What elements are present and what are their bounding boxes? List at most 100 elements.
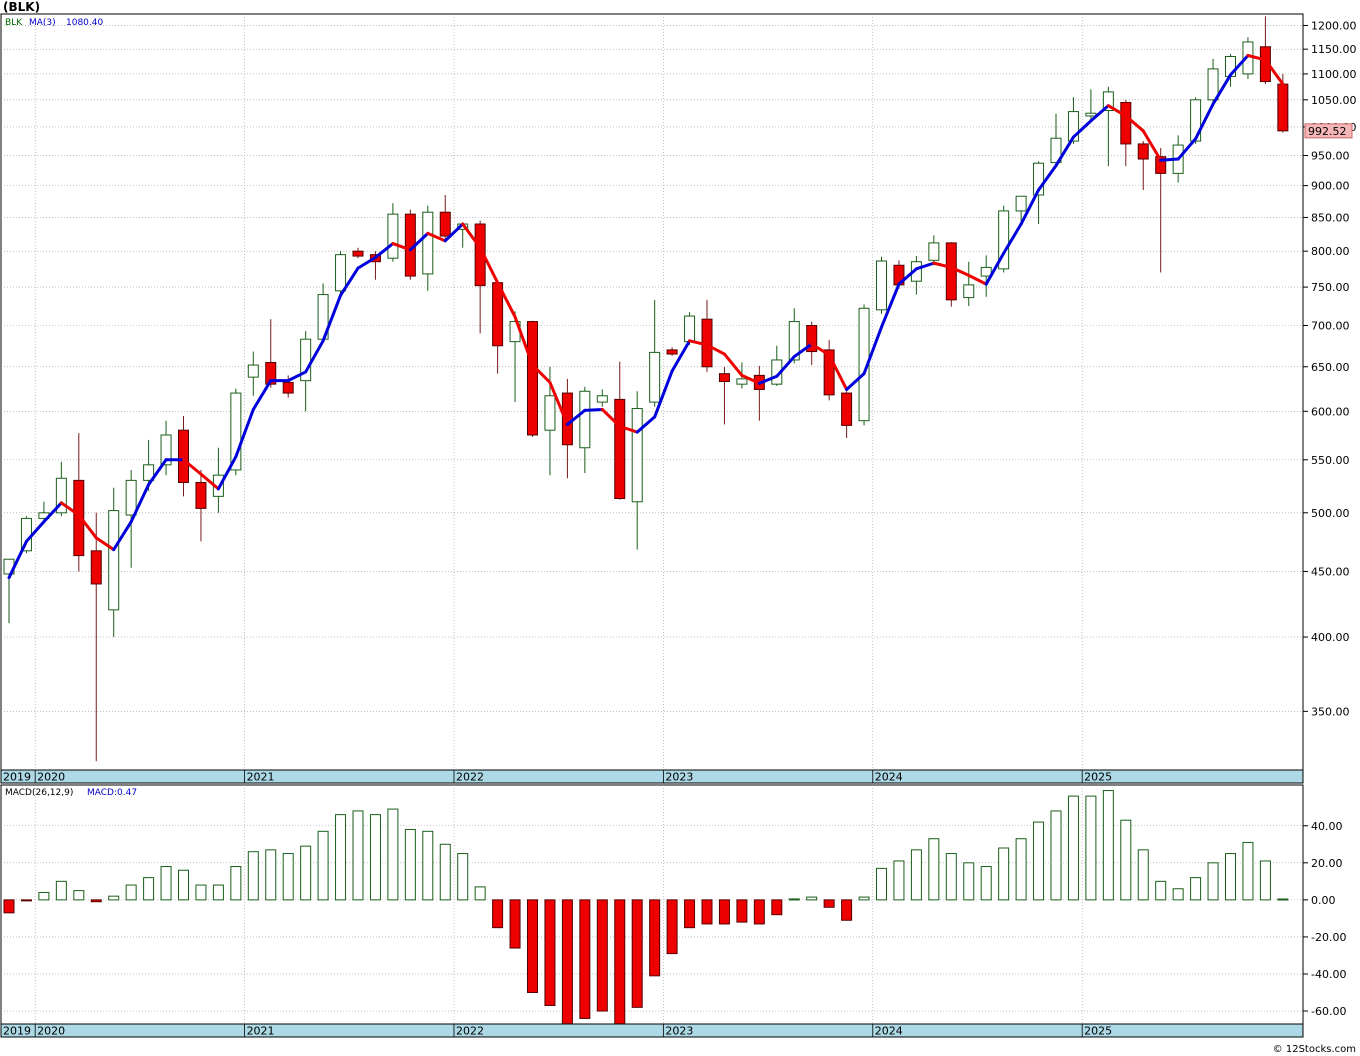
macd-bar-positive <box>422 830 434 901</box>
candle-down <box>282 381 294 394</box>
ma3-segment <box>583 407 604 412</box>
ma3-segment <box>42 501 63 524</box>
ma3-segment <box>705 343 726 356</box>
ma3-segment <box>216 455 238 491</box>
ma3-segment <box>1194 102 1215 141</box>
ma3-segment <box>321 293 343 343</box>
candle-up <box>1015 195 1027 212</box>
price-tick-label: 550.00 <box>1311 454 1350 467</box>
price-tick-label: 400.00 <box>1311 631 1350 644</box>
macd-bar-positive <box>1015 838 1027 901</box>
macd-bar-positive <box>1242 841 1254 901</box>
macd-bar-positive <box>893 860 905 901</box>
ma3-segment <box>199 472 220 491</box>
ma3-segment <box>775 355 796 378</box>
price-tick-label: 1200.00 <box>1311 19 1357 32</box>
macd-tick-label: -40.00 <box>1311 968 1346 981</box>
macd-bar-positive <box>945 853 957 901</box>
ma3-segment <box>600 407 622 428</box>
candle-up <box>1085 112 1097 117</box>
macd-bar-positive <box>125 884 137 901</box>
candle-down <box>195 481 207 509</box>
credit-text: © 12Stocks.com <box>1272 1044 1356 1055</box>
macd-bar-negative <box>841 899 853 921</box>
macd-bar-negative <box>666 899 678 955</box>
date-axis-label: 2021 <box>247 1025 275 1038</box>
last-price-tag <box>1304 123 1353 139</box>
date-axis-label: 2024 <box>875 771 903 784</box>
candle-down <box>823 349 835 396</box>
macd-bar-positive <box>1155 880 1167 901</box>
ma3-segment <box>443 222 465 243</box>
macd-bar-positive <box>1085 795 1097 901</box>
price-tick-label: 1050.00 <box>1311 94 1357 107</box>
ma3-segment <box>810 342 831 357</box>
macd-bar-negative <box>20 899 32 902</box>
macd-bar-positive <box>963 862 975 901</box>
macd-tick-label: 0.00 <box>1311 894 1336 907</box>
symbol-title: (BLK) <box>3 0 41 14</box>
candle-up <box>300 338 312 382</box>
price-tick-label: 600.00 <box>1311 405 1350 418</box>
date-axis-label: 2023 <box>665 1025 693 1038</box>
macd-bar-negative <box>492 899 504 929</box>
ma3-segment <box>339 266 360 297</box>
macd-bar-positive <box>474 886 486 901</box>
price-tick-label: 850.00 <box>1311 211 1350 224</box>
macd-bar-positive <box>404 828 416 901</box>
candle-down <box>666 349 678 355</box>
last-price-label: 992.52 <box>1308 125 1347 138</box>
macd-bar-positive <box>1033 821 1045 901</box>
candle-up <box>788 321 800 361</box>
ma3-segment <box>1071 119 1093 139</box>
ma3-segment <box>1176 137 1198 161</box>
macd-bar-positive <box>160 866 172 901</box>
candle-down <box>841 392 853 426</box>
date-axis-band <box>0 1023 1304 1038</box>
ma3-segment <box>478 246 500 285</box>
candle-down <box>1277 83 1289 132</box>
ma3-segment <box>147 458 168 487</box>
ma3-segment <box>77 513 98 540</box>
candle-down <box>90 550 102 585</box>
candle-up <box>684 315 696 343</box>
macd-bar-positive <box>387 808 399 901</box>
macd-bar-positive <box>352 810 364 901</box>
macd-bar-positive <box>1172 888 1184 901</box>
candle-down <box>1155 156 1167 174</box>
price-tick-label: 750.00 <box>1311 281 1350 294</box>
macd-bar-negative <box>649 899 661 977</box>
candle-up <box>1050 137 1062 164</box>
macd-bar-negative <box>90 899 102 903</box>
macd-bar-positive <box>195 884 207 901</box>
ma3-segment <box>880 282 901 329</box>
macd-bar-negative <box>544 899 556 1006</box>
ma3-segment <box>932 261 953 269</box>
macd-bar-positive <box>300 845 312 901</box>
candle-up <box>998 210 1010 270</box>
macd-bar-positive <box>1102 790 1114 901</box>
macd-bar-negative <box>736 899 748 923</box>
ma3-segment <box>722 352 744 377</box>
ma3-segment <box>1229 53 1250 77</box>
macd-bar-positive <box>858 896 870 901</box>
macd-bar-negative <box>701 899 713 925</box>
ma3-segment <box>129 483 151 524</box>
macd-bar-negative <box>684 899 696 929</box>
candle-down <box>718 373 730 383</box>
candle-up <box>579 390 591 449</box>
candle-down <box>352 250 364 257</box>
macd-bar-positive <box>1050 810 1062 901</box>
macd-tick-label: -20.00 <box>1311 931 1346 944</box>
macd-bar-negative <box>631 899 643 1008</box>
date-axis-label: 2025 <box>1084 1025 1112 1038</box>
price-tick-label: 800.00 <box>1311 245 1350 258</box>
macd-bar-negative <box>509 899 521 949</box>
date-axis-label: 2023 <box>665 771 693 784</box>
ma3-segment <box>1089 104 1110 123</box>
price-tick-label: 700.00 <box>1311 320 1350 333</box>
candle-down <box>614 398 626 500</box>
candle-up <box>544 395 556 431</box>
candle-down <box>1137 143 1149 160</box>
